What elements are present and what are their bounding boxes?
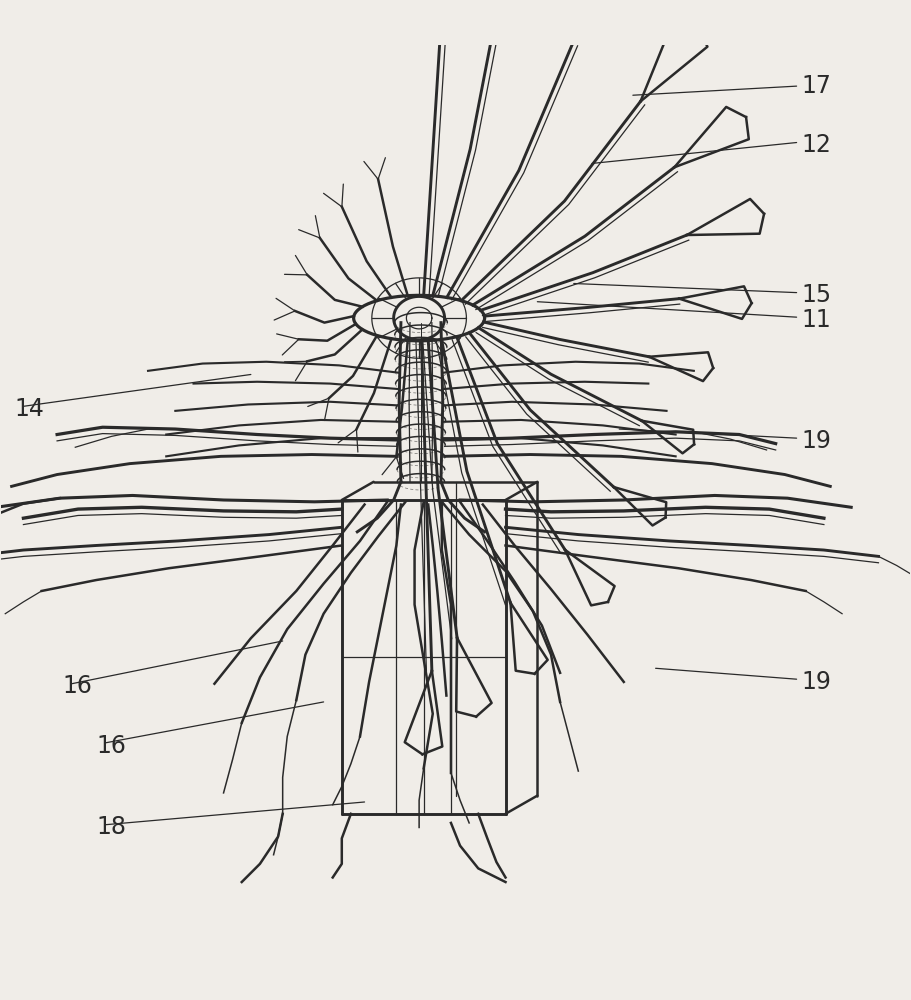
Text: 14: 14 (15, 397, 45, 421)
Text: 17: 17 (801, 74, 831, 98)
Text: 18: 18 (97, 815, 127, 839)
Text: 16: 16 (97, 734, 126, 758)
Text: 12: 12 (801, 133, 831, 157)
Text: 19: 19 (801, 429, 831, 453)
Text: 19: 19 (801, 670, 831, 694)
Text: 15: 15 (801, 283, 831, 307)
Text: 11: 11 (801, 308, 831, 332)
Text: 16: 16 (63, 674, 92, 698)
